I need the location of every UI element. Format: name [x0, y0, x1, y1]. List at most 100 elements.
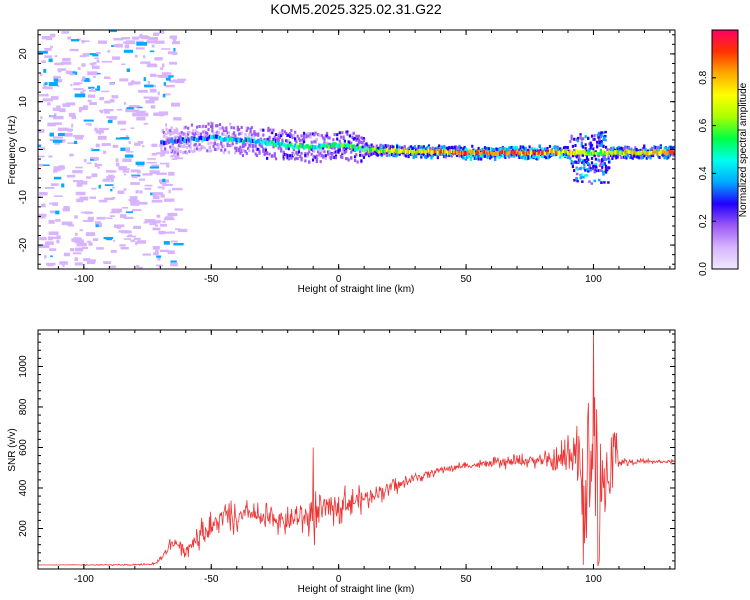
- ridge-halo-cell: [250, 135, 253, 139]
- ridge-halo-cell: [397, 151, 400, 155]
- ridge-core-cell: [299, 143, 302, 148]
- noise-blob: [125, 211, 133, 214]
- ridge-halo-cell: [239, 132, 242, 136]
- ridge-halo-cell: [278, 136, 281, 140]
- noise-blob: [94, 221, 101, 225]
- noise-blob: [149, 166, 159, 169]
- ridge-halo-cell: [305, 135, 308, 139]
- noise-blob: [163, 217, 175, 221]
- ridge-core-cell: [640, 150, 643, 155]
- ridge-halo-cell: [195, 147, 199, 151]
- ridge-halo-cell: [575, 160, 578, 164]
- noise-blob: [49, 202, 54, 205]
- ridge-halo-cell: [666, 156, 669, 160]
- ridge-core-cell: [646, 151, 650, 156]
- snr-y-label: SNR (v/v): [7, 428, 18, 471]
- noise-blob: [132, 209, 142, 212]
- ridge-halo-cell: [653, 145, 656, 149]
- ridge-halo-cell: [238, 149, 241, 153]
- ridge-core-cell: [452, 150, 455, 155]
- ridge-halo-cell: [255, 147, 259, 151]
- ridge-halo-cell: [350, 150, 353, 154]
- ridge-halo-cell: [496, 148, 499, 152]
- ridge-halo-cell: [445, 153, 448, 157]
- ridge-core-cell: [263, 140, 266, 145]
- ridge-halo-cell: [192, 132, 195, 136]
- ridge-halo-cell: [587, 137, 590, 141]
- ridge-halo-cell: [248, 144, 251, 148]
- ridge-halo-cell: [664, 146, 668, 150]
- noise-blob: [54, 62, 63, 66]
- noise-blob: [71, 123, 74, 128]
- noise-blob: [111, 196, 116, 200]
- ridge-halo-cell: [387, 144, 390, 148]
- ridge-halo-cell: [529, 156, 532, 160]
- ridge-halo-cell: [551, 152, 554, 156]
- ridge-halo-cell: [541, 147, 544, 151]
- noise-blob: [113, 37, 124, 41]
- ridge-halo-cell: [355, 138, 358, 142]
- ridge-halo-cell: [426, 154, 429, 158]
- ridge-halo-cell: [527, 153, 530, 157]
- noise-blob: [154, 249, 159, 254]
- noise-blob: [97, 135, 107, 140]
- ridge-halo-cell: [361, 145, 364, 149]
- ridge-core-cell: [352, 144, 355, 149]
- ridge-blob-cell: [586, 168, 589, 171]
- ridge-halo-cell: [322, 155, 325, 159]
- ridge-halo-cell: [174, 150, 177, 154]
- ridge-halo-cell: [420, 153, 423, 157]
- ridge-halo-cell: [304, 153, 307, 157]
- ridge-halo-cell: [589, 141, 592, 145]
- ridge-core-cell: [631, 151, 634, 156]
- noise-blob: [170, 132, 175, 135]
- ridge-core-cell: [166, 138, 169, 143]
- ridge-halo-cell: [499, 147, 502, 151]
- ridge-halo-cell: [596, 140, 599, 144]
- ridge-halo-cell: [302, 137, 306, 141]
- ridge-core-cell: [181, 137, 185, 142]
- ridge-halo-cell: [217, 143, 220, 147]
- ridge-core-cell: [653, 148, 656, 153]
- ridge-halo-cell: [398, 152, 401, 156]
- noise-blob: [162, 93, 166, 98]
- ridge-halo-cell: [644, 147, 647, 151]
- ridge-core-cell: [531, 149, 534, 154]
- ridge-halo-cell: [306, 133, 310, 137]
- ridge-halo-cell: [324, 156, 327, 160]
- ridge-halo-cell: [573, 149, 576, 153]
- ridge-core-cell: [337, 143, 340, 148]
- ridge-halo-cell: [381, 144, 385, 148]
- ridge-core-cell: [371, 147, 374, 152]
- ridge-core-cell: [224, 136, 227, 141]
- noise-blob: [58, 70, 62, 73]
- ridge-halo-cell: [392, 154, 395, 158]
- ridge-halo-cell: [274, 133, 278, 137]
- ridge-halo-cell: [185, 151, 188, 155]
- noise-blob: [115, 137, 121, 140]
- noise-blob: [74, 215, 78, 219]
- colorbar-tick-label: 0.0: [698, 262, 709, 276]
- ridge-halo-cell: [420, 155, 423, 159]
- ridge-halo-cell: [295, 140, 298, 144]
- ridge-blob-cell: [582, 162, 586, 166]
- ridge-halo-cell: [508, 155, 511, 159]
- ridge-halo-cell: [455, 153, 459, 157]
- noise-blob: [39, 236, 47, 241]
- ridge-halo-cell: [534, 149, 538, 153]
- ridge-core-cell: [286, 143, 289, 148]
- noise-blob: [89, 102, 97, 106]
- ridge-core-cell: [453, 149, 456, 154]
- noise-blob: [156, 152, 161, 155]
- ridge-core-cell: [343, 143, 346, 148]
- ridge-core-cell: [170, 139, 173, 144]
- ridge-halo-cell: [296, 157, 299, 161]
- ridge-halo-cell: [443, 148, 446, 152]
- ridge-core-cell: [445, 149, 448, 154]
- ridge-halo-cell: [222, 129, 225, 133]
- ridge-halo-cell: [232, 131, 236, 135]
- noise-blob: [146, 40, 156, 44]
- colorbar-ticks: 0.00.20.40.60.8: [698, 70, 716, 276]
- noise-blob: [91, 187, 97, 190]
- ridge-core-cell: [234, 137, 237, 142]
